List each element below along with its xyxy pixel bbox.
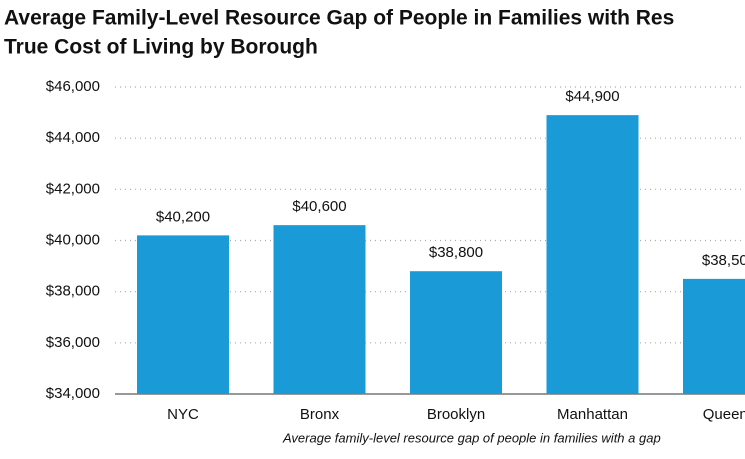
value-label: $38,800 bbox=[429, 244, 483, 261]
x-tick-label: Manhattan bbox=[557, 406, 628, 423]
chart-title: True Cost of Living by Borough bbox=[4, 36, 318, 59]
y-tick-label: $36,000 bbox=[46, 334, 100, 351]
y-tick-label: $44,000 bbox=[46, 129, 100, 146]
y-tick-label: $38,000 bbox=[46, 283, 100, 300]
y-tick-label: $46,000 bbox=[46, 78, 100, 95]
value-label: $44,900 bbox=[565, 88, 619, 105]
bar bbox=[410, 271, 502, 394]
x-tick-label: Bronx bbox=[300, 406, 340, 423]
x-tick-label: Queens bbox=[703, 406, 745, 423]
y-tick-label: $42,000 bbox=[46, 180, 100, 197]
chart-title: Average Family-Level Resource Gap of Peo… bbox=[4, 7, 674, 30]
bar bbox=[273, 225, 366, 394]
bar bbox=[137, 235, 229, 394]
y-tick-label: $40,000 bbox=[46, 231, 100, 248]
x-tick-label: Brooklyn bbox=[427, 406, 485, 423]
bar bbox=[683, 278, 745, 394]
value-label: $38,500 bbox=[702, 252, 745, 269]
bar bbox=[546, 115, 639, 395]
value-label: $40,200 bbox=[156, 208, 210, 225]
x-axis-label: Average family-level resource gap of peo… bbox=[282, 430, 661, 445]
value-label: $40,600 bbox=[292, 198, 346, 215]
y-tick-label: $34,000 bbox=[46, 385, 100, 402]
x-tick-label: NYC bbox=[167, 406, 199, 423]
